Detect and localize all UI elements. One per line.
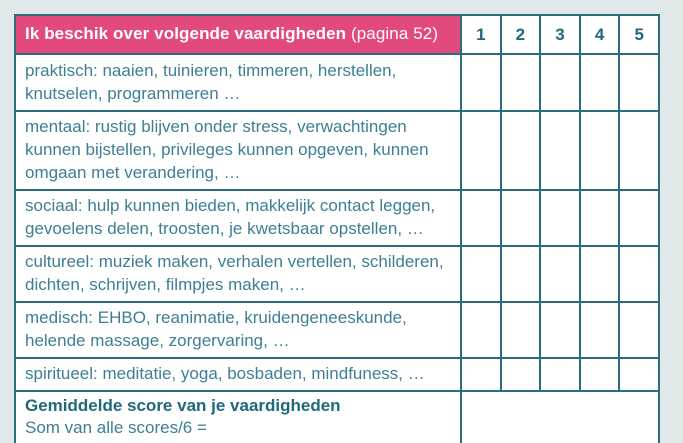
- skill-row-cultureel: cultureel: muziek maken, verhalen vertel…: [14, 245, 660, 303]
- skill-row-mentaal: mentaal: rustig blijven onder stress, ve…: [14, 110, 660, 191]
- score-cell: [460, 53, 502, 112]
- score-cell: [539, 245, 581, 303]
- score-cell: [578, 301, 621, 359]
- skill-description-praktisch: praktisch: naaien, tuinieren, timmeren, …: [14, 53, 462, 112]
- score-cell: [618, 301, 660, 359]
- skill-row-spiritueel: spiritueel: meditatie, yoga, bosbaden, m…: [14, 357, 660, 392]
- score-column-header-5: 5: [618, 14, 660, 55]
- score-cell: [499, 245, 542, 303]
- skill-description-medisch: medisch: EHBO, reanimatie, kruidengenees…: [14, 301, 462, 359]
- score-cell: [539, 53, 581, 112]
- score-cell: [618, 245, 660, 303]
- footer-description-cell: Gemiddelde score van je vaardigheden Som…: [14, 390, 462, 443]
- score-cell: [539, 301, 581, 359]
- score-column-header-2: 2: [499, 14, 542, 55]
- skill-row-sociaal: sociaal: hulp kunnen bieden, makkelijk c…: [14, 189, 660, 247]
- score-cell: [618, 357, 660, 392]
- skill-description-mentaal: mentaal: rustig blijven onder stress, ve…: [14, 110, 462, 191]
- score-column-header-4: 4: [578, 14, 621, 55]
- score-cell: [578, 357, 621, 392]
- score-cell: [618, 53, 660, 112]
- score-cell: [499, 301, 542, 359]
- skills-table: Ik beschik over volgende vaardigheden (p…: [14, 14, 660, 443]
- skill-description-sociaal: sociaal: hulp kunnen bieden, makkelijk c…: [14, 189, 462, 247]
- skill-row-praktisch: praktisch: naaien, tuinieren, timmeren, …: [14, 53, 660, 112]
- skill-row-medisch: medisch: EHBO, reanimatie, kruidengenees…: [14, 301, 660, 359]
- footer-average-score-cell: [460, 390, 660, 443]
- score-cell: [539, 357, 581, 392]
- table-title-cell: Ik beschik over volgende vaardigheden (p…: [14, 14, 462, 55]
- footer-formula: Som van alle scores/6 =: [25, 418, 207, 437]
- score-cell: [578, 245, 621, 303]
- score-cell: [460, 357, 502, 392]
- score-cell: [460, 245, 502, 303]
- score-cell: [578, 189, 621, 247]
- score-cell: [499, 110, 542, 191]
- score-cell: [539, 110, 581, 191]
- score-column-header-1: 1: [460, 14, 502, 55]
- score-column-header-3: 3: [539, 14, 581, 55]
- score-cell: [499, 189, 542, 247]
- score-cell: [618, 189, 660, 247]
- score-cell: [578, 110, 621, 191]
- score-cell: [460, 301, 502, 359]
- score-cell: [460, 110, 502, 191]
- table-title-page-ref: (pagina 52): [350, 23, 439, 43]
- score-cell: [499, 53, 542, 112]
- score-cell: [539, 189, 581, 247]
- table-header-row: Ik beschik over volgende vaardigheden (p…: [14, 14, 660, 55]
- footer-row: Gemiddelde score van je vaardigheden Som…: [14, 390, 660, 443]
- score-cell: [578, 53, 621, 112]
- skill-description-cultureel: cultureel: muziek maken, verhalen vertel…: [14, 245, 462, 303]
- table-title: Ik beschik over volgende vaardigheden: [25, 23, 347, 43]
- score-cell: [460, 189, 502, 247]
- footer-title: Gemiddelde score van je vaardigheden: [25, 396, 341, 415]
- skill-description-spiritueel: spiritueel: meditatie, yoga, bosbaden, m…: [14, 357, 462, 392]
- score-cell: [499, 357, 542, 392]
- score-cell: [618, 110, 660, 191]
